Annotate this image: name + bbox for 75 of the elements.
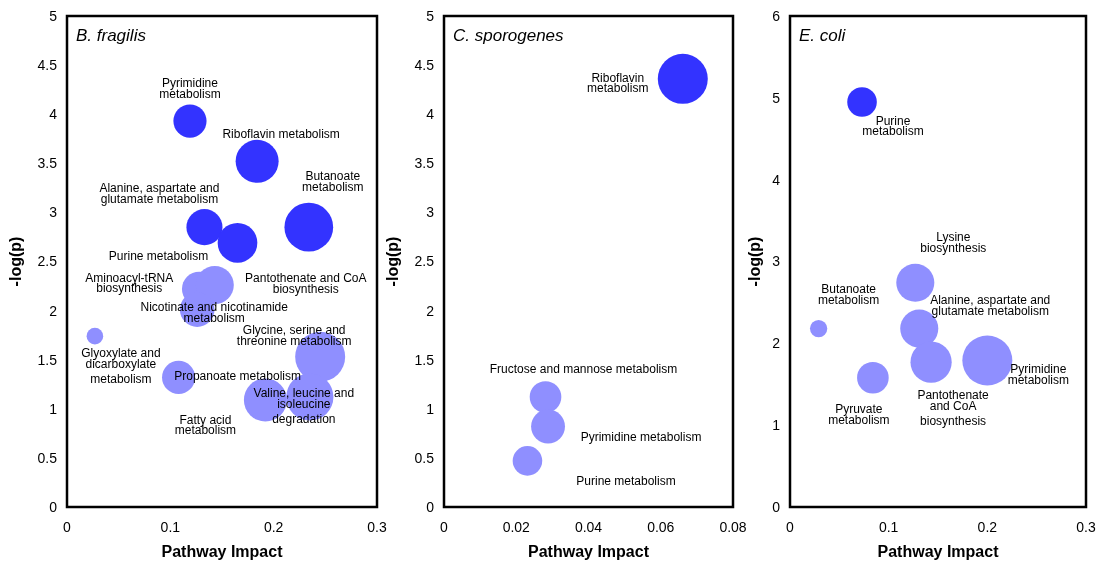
y-tick-label: 4 — [772, 171, 781, 188]
annotation: Butanoate metabolism — [817, 282, 880, 308]
x-tick-label: 0.04 — [574, 519, 603, 535]
annotation: Valine, leucine and isoleucine degradation — [253, 386, 355, 427]
annotation: Pyrimidine metabolism — [1007, 362, 1070, 388]
annotation: Pantothenate and CoA biosynthesis — [245, 270, 367, 296]
annotation: Alanine, aspartate and glutamate metabolism — [930, 293, 1051, 319]
y-tick-label: 0.5 — [37, 449, 58, 466]
annotation: Fructose and mannose metabolism — [489, 362, 678, 377]
x-axis-title: Pathway Impact — [528, 543, 650, 560]
annotation: Pantothenate and CoA biosynthesis — [917, 388, 990, 429]
annotation: Pyrimidine metabolism — [580, 429, 702, 444]
y-tick-label: 4.5 — [37, 57, 58, 73]
y-tick-label: 2.5 — [37, 253, 58, 270]
y-tick-label: 4.5 — [414, 57, 435, 73]
y-tick-label: 1 — [772, 417, 781, 434]
x-axis-title: Pathway Impact — [877, 543, 1000, 560]
annotation: Fatty acid metabolism — [174, 412, 237, 438]
annotation: Glycine, serine and threonine metabolism — [236, 323, 352, 349]
y-tick-label: 4 — [426, 106, 435, 123]
y-tick-label: 0 — [772, 498, 781, 515]
x-tick-label: 0 — [440, 519, 449, 535]
y-tick-label: 3 — [772, 253, 781, 270]
y-tick-label: 3.5 — [414, 155, 435, 172]
y-axis-title: -log(p) — [7, 236, 24, 287]
annotation: Pyrimidine metabolism — [159, 75, 221, 101]
x-tick-label: 0 — [786, 519, 795, 535]
y-tick-label: 1 — [426, 400, 435, 417]
annotation: Riboflavin metabolism — [222, 126, 340, 141]
y-tick-label: 4 — [49, 106, 58, 123]
annotation: Aminoacyl-tRNA biosynthesis — [85, 270, 174, 296]
y-tick-label: 6 — [772, 7, 781, 24]
y-tick-label: 3 — [426, 204, 435, 221]
x-tick-label: 0 — [63, 519, 72, 535]
annotation: Pyruvate metabolism — [828, 402, 890, 428]
annotation: Purine metabolism — [108, 249, 209, 264]
annotation: Butanoate metabolism — [302, 168, 364, 194]
annotation: Propanoate metabolism — [174, 368, 301, 383]
y-tick-label: 0 — [426, 498, 435, 515]
x-tick-label: 0.1 — [160, 519, 181, 535]
text: C. sporogenes — [453, 26, 565, 45]
y-tick-label: 2.5 — [414, 253, 435, 270]
y-axis-title: -log(p) — [384, 236, 401, 287]
y-tick-label: 2 — [49, 302, 58, 319]
y-tick-label: 2 — [426, 302, 435, 319]
y-tick-label: 3.5 — [37, 155, 58, 172]
y-tick-label: 2 — [772, 335, 781, 352]
x-tick-label: 0.08 — [719, 519, 747, 535]
text: E. coli — [799, 26, 847, 45]
x-tick-label: 0.2 — [263, 519, 284, 535]
x-tick-label: 0.3 — [367, 519, 387, 535]
annotation: Nicotinate and nicotinamide metabolism — [140, 300, 289, 326]
y-axis-title: -log(p) — [746, 236, 763, 287]
text: B. fragilis — [76, 26, 147, 45]
annotation: Alanine, aspartate and glutamate metabolism — [99, 180, 220, 206]
annotation: Riboflavin metabolism — [587, 70, 649, 96]
y-tick-label: 1.5 — [37, 351, 58, 368]
y-tick-label: 0 — [49, 498, 58, 515]
y-tick-label: 1.5 — [414, 351, 435, 368]
y-tick-label: 5 — [772, 89, 781, 106]
y-tick-label: 3 — [49, 204, 58, 221]
annotation: Lysine biosynthesis — [920, 230, 987, 256]
x-tick-label: 0.1 — [878, 519, 899, 535]
y-tick-label: 0.5 — [414, 449, 435, 466]
y-tick-label: 1 — [49, 400, 58, 417]
annotation: Glyoxylate and dicarboxylate metabolism — [81, 346, 161, 387]
annotation: Purine metabolism — [576, 474, 676, 489]
y-tick-label: 5 — [49, 7, 58, 24]
y-tick-label: 5 — [426, 7, 435, 24]
x-tick-label: 0.02 — [502, 519, 531, 535]
x-tick-label: 0.06 — [647, 519, 675, 535]
x-tick-label: 0.3 — [1076, 519, 1096, 535]
annotation: Purine metabolism — [862, 113, 924, 139]
x-tick-label: 0.2 — [977, 519, 998, 535]
x-axis-title: Pathway Impact — [161, 543, 284, 560]
